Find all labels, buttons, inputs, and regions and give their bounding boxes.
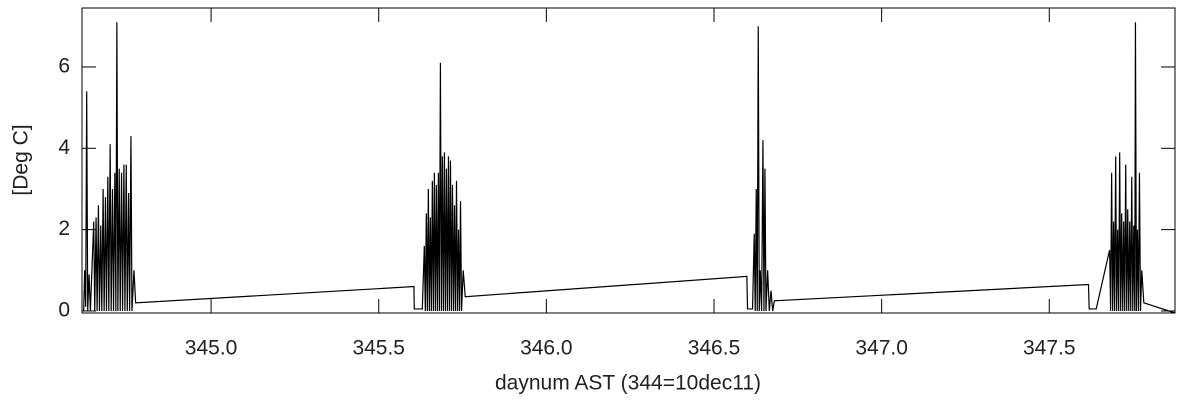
- x-tick-label: 347.5: [1023, 337, 1076, 360]
- y-tick-label: 6: [58, 55, 70, 78]
- y-tick-label: 4: [58, 136, 70, 159]
- x-tick-label: 345.5: [352, 337, 405, 360]
- x-tick-label: 346.0: [520, 337, 573, 360]
- x-tick-label: 345.0: [185, 337, 238, 360]
- y-axis-label: [Deg C]: [10, 124, 33, 195]
- y-tick-label: 0: [58, 299, 70, 322]
- x-axis-label: daynum AST (344=10dec11): [495, 372, 761, 395]
- x-tick-label: 346.5: [688, 337, 741, 360]
- data-line: [83, 22, 1176, 314]
- plot-frame: [81, 7, 1176, 314]
- y-tick-label: 2: [58, 217, 70, 240]
- x-tick-label: 347.0: [855, 337, 908, 360]
